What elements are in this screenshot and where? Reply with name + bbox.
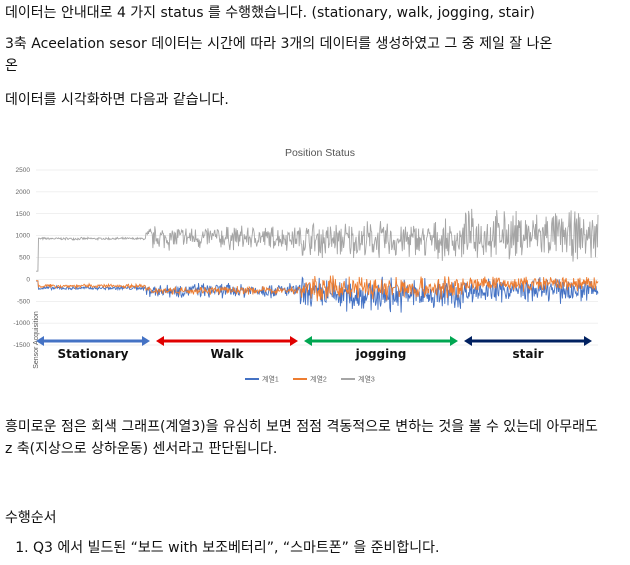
segment-label: jogging — [355, 347, 407, 361]
series-line-1 — [36, 276, 599, 313]
intro-paragraph: 데이터는 안내대로 4 가지 status 를 수행했습니다. (station… — [5, 5, 535, 21]
segment-arrow-head-left — [304, 336, 312, 346]
y-axis-label: Sensor Acquisition — [33, 311, 40, 369]
visualization-paragraph: 데이터를 시각화하면 다음과 같습니다. — [5, 92, 229, 108]
procedure-heading: 수행순서 — [5, 510, 57, 526]
description-paragraph-wrap: 온 — [5, 58, 18, 74]
y-tick-label: 2500 — [16, 167, 31, 174]
legend-entry: 계열2 — [310, 375, 327, 384]
procedure-list: Q3 에서 빌드된 “보드 with 보조베터리”, “스마트폰” 을 준비합니… — [5, 537, 440, 559]
segment-arrow-head-right — [450, 336, 458, 346]
chart-title: Position Status — [285, 147, 355, 159]
series-line-3 — [36, 208, 599, 272]
y-tick-label: 2000 — [16, 189, 31, 196]
segment-label: Stationary — [58, 347, 129, 361]
phase-segments: Stationary Walk jogging stair — [36, 336, 592, 361]
y-axis-ticks: 2500 2000 1500 1000 500 0 -500 -1000 -1500 — [13, 167, 30, 349]
y-tick-label: -1000 — [13, 320, 30, 327]
legend-entry: 계열3 — [358, 375, 375, 384]
chart-legend: 계열1 계열2 계열3 — [245, 375, 375, 384]
segment-arrow-head-left — [464, 336, 472, 346]
observation-paragraph: 흥미로운 점은 회색 그래프(계열3)을 유심히 보면 점점 격동적으로 변하는… — [5, 419, 598, 457]
y-tick-label: -500 — [17, 298, 30, 305]
y-tick-label: 1500 — [16, 211, 31, 218]
segment-arrow-head-left — [156, 336, 164, 346]
legend-entry: 계열1 — [262, 375, 279, 384]
description-paragraph: 3축 Aceelation sesor 데이터는 시간에 따라 3개의 데이터를… — [5, 36, 553, 52]
y-tick-label: -1500 — [13, 342, 30, 349]
segment-arrow-head-left — [36, 336, 44, 346]
segment-arrow-head-right — [142, 336, 150, 346]
segment-arrow-head-right — [290, 336, 298, 346]
chart-gridlines — [36, 169, 598, 346]
y-tick-label: 0 — [26, 276, 30, 283]
position-status-chart: Position Status 2500 2000 1500 1000 500 0 -500… — [13, 147, 599, 384]
segment-label: stair — [512, 347, 543, 361]
segment-arrow-head-right — [584, 336, 592, 346]
y-tick-label: 500 — [19, 255, 30, 262]
chart-series — [36, 208, 599, 313]
segment-label: Walk — [211, 347, 245, 361]
series-line-2 — [36, 275, 599, 302]
procedure-step: Q3 에서 빌드된 “보드 with 보조베터리”, “스마트폰” 을 준비합니… — [33, 537, 440, 559]
y-tick-label: 1000 — [16, 233, 31, 240]
